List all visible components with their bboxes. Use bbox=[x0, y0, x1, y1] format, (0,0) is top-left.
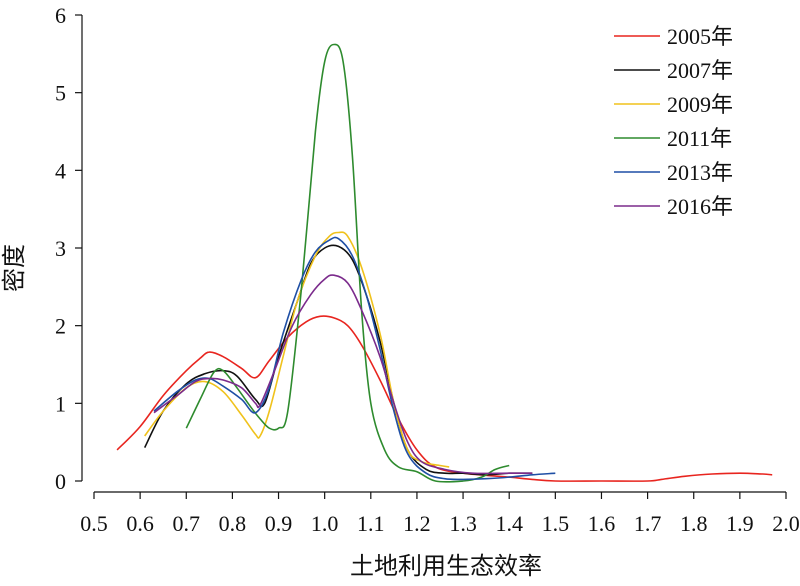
x-tick-label: 0.7 bbox=[173, 511, 201, 536]
x-tick-label: 1.4 bbox=[495, 511, 523, 536]
x-tick-label: 0.6 bbox=[126, 511, 154, 536]
legend-label: 2005年 bbox=[667, 24, 733, 49]
y-tick-label: 3 bbox=[55, 236, 66, 261]
legend-label: 2013年 bbox=[667, 160, 733, 185]
y-axis-label: 密度 bbox=[1, 244, 28, 292]
y-tick-label: 1 bbox=[55, 391, 66, 416]
x-tick-label: 1.5 bbox=[542, 511, 570, 536]
legend-label: 2009年 bbox=[667, 92, 733, 117]
x-tick-label: 1.9 bbox=[726, 511, 754, 536]
series-line-2011 bbox=[185, 43, 510, 483]
series-lines bbox=[116, 43, 773, 483]
y-tick-label: 6 bbox=[55, 3, 66, 28]
x-tick-label: 1.1 bbox=[357, 511, 385, 536]
x-tick-label: 0.5 bbox=[80, 511, 108, 536]
series-line-2016 bbox=[153, 274, 533, 475]
y-tick-label: 4 bbox=[55, 158, 66, 183]
y-tick-label: 0 bbox=[55, 469, 66, 494]
y-tick-label: 2 bbox=[55, 314, 66, 339]
legend-label: 2011年 bbox=[667, 126, 732, 151]
x-tick-label: 1.7 bbox=[634, 511, 662, 536]
x-tick-label: 1.2 bbox=[403, 511, 431, 536]
x-tick-label: 2.0 bbox=[772, 511, 800, 536]
y-tick-label: 5 bbox=[55, 81, 66, 106]
x-axis-label: 土地利用生态效率 bbox=[350, 553, 542, 580]
series-line-2005 bbox=[116, 315, 773, 482]
axes: 0.5 0.6 0.7 0.8 0.9 1.0 1.1 1.2 1.3 1.4 1.5 1.6 1.7 1… bbox=[55, 3, 800, 536]
x-tick-label: 1.8 bbox=[680, 511, 708, 536]
x-tick-label: 1.6 bbox=[588, 511, 616, 536]
legend-label: 2007年 bbox=[667, 58, 733, 83]
x-tick-label: 0.8 bbox=[219, 511, 247, 536]
series-line-2009 bbox=[144, 231, 450, 468]
legend-label: 2016年 bbox=[667, 194, 733, 219]
x-tick-label: 1.3 bbox=[449, 511, 477, 536]
series-line-2013 bbox=[153, 236, 556, 481]
x-tick-label: 0.9 bbox=[265, 511, 293, 536]
series-line-2007 bbox=[143, 244, 533, 476]
x-tick-label: 1.0 bbox=[311, 511, 339, 536]
legend: 2005年 2007年 2009年 2011年 2013年 2016年 bbox=[614, 24, 733, 219]
